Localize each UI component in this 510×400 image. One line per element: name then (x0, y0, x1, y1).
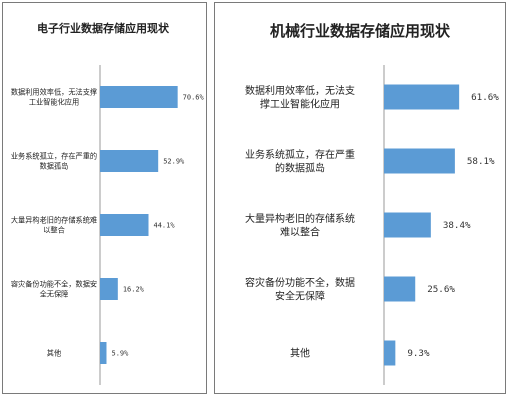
category-label: 其他 (47, 349, 61, 358)
bar (100, 278, 118, 300)
category-label: 大量异构老旧的存储系统难以整合 (245, 212, 355, 239)
bar (384, 340, 396, 366)
data-label: 58.1% (467, 156, 495, 167)
chart-title: 电子行业数据存储应用现状 (37, 21, 170, 35)
bar (384, 148, 455, 174)
category-label: 容灾备份功能不全，数据安全无保障 (11, 280, 97, 299)
category-label: 容灾备份功能不全，数据安全无保障 (245, 276, 355, 303)
data-label: 9.3% (407, 348, 430, 359)
data-label: 61.6% (471, 92, 499, 103)
bar (100, 342, 107, 364)
data-label: 70.6% (183, 93, 205, 101)
data-label: 44.1% (154, 221, 176, 229)
category-label: 业务系统孤立，存在严重的数据孤岛 (245, 148, 355, 175)
data-label: 52.9% (163, 157, 185, 165)
bar (384, 84, 460, 110)
data-label: 16.2% (123, 285, 145, 293)
bar (100, 214, 149, 236)
category-label: 数据利用效率低，无法支撑工业智能化应用 (11, 88, 97, 107)
bar (100, 86, 178, 108)
chart-title: 机械行业数据存储应用现状 (270, 22, 451, 40)
data-label: 38.4% (443, 220, 471, 231)
bar (100, 150, 159, 172)
category-label: 大量异构老旧的存储系统难以整合 (11, 216, 97, 235)
right-chart: 机械行业数据存储应用现状 61.6% 数据利用效率低，无法支撑工业智能化应用 58.1… (245, 22, 499, 385)
data-label: 5.9% (111, 349, 129, 357)
bar (384, 212, 431, 238)
data-label: 25.6% (427, 284, 455, 295)
bar (384, 276, 416, 302)
left-chart-panel: 电子行业数据存储应用现状 70.6% 数据利用效率低，无法支撑工业智能化应用 52.9… (2, 2, 207, 394)
category-label: 其他 (290, 347, 310, 360)
category-label: 业务系统孤立，存在严重的数据孤岛 (11, 152, 97, 171)
category-label: 数据利用效率低，无法支撑工业智能化应用 (245, 84, 355, 111)
left-chart: 电子行业数据存储应用现状 70.6% 数据利用效率低，无法支撑工业智能化应用 52.9… (11, 21, 205, 385)
right-chart-panel: 机械行业数据存储应用现状 61.6% 数据利用效率低，无法支撑工业智能化应用 58.1… (214, 2, 506, 394)
